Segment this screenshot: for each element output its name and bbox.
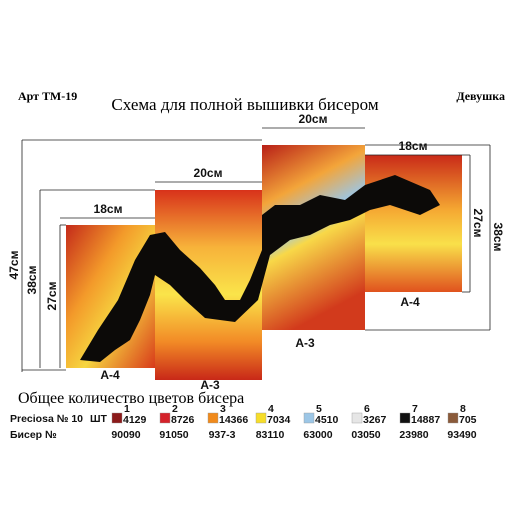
color-index: 2 — [172, 403, 178, 415]
brand: Preciosa № 10 — [10, 413, 83, 425]
color-count: 705 — [459, 414, 477, 426]
color-code: 63000 — [303, 429, 332, 441]
swatch — [255, 412, 267, 424]
color-code: 91050 — [159, 429, 188, 441]
dimension: 27см — [471, 209, 485, 238]
color-code: 23980 — [399, 429, 428, 441]
color-count: 4129 — [123, 414, 147, 426]
panel — [365, 155, 462, 292]
panel-label: A-4 — [100, 368, 120, 382]
panel-label: A-4 — [400, 295, 420, 309]
swatch — [303, 412, 315, 424]
silhouette — [80, 175, 440, 362]
color-count: 7034 — [267, 414, 291, 426]
dimension: 18см — [399, 139, 428, 153]
color-code: 03050 — [351, 429, 380, 441]
color-code: 83110 — [256, 429, 285, 441]
swatch — [351, 412, 363, 424]
dimension-lines — [21, 127, 491, 372]
color-code: 937-3 — [209, 429, 236, 441]
dimension: 18см — [94, 202, 123, 216]
color-count: 14887 — [411, 414, 440, 426]
color-code: 93490 — [447, 429, 476, 441]
swatch — [447, 412, 459, 424]
color-index: 7 — [412, 403, 418, 415]
color-code: 90090 — [111, 429, 140, 441]
color-index: 5 — [316, 403, 322, 415]
color-index: 4 — [268, 403, 274, 415]
dimension: 38см — [491, 223, 505, 252]
article: Арт ТМ-19 — [18, 89, 77, 103]
title: Схема для полной вышивки бисером — [111, 95, 378, 114]
dimension: 27см — [45, 281, 59, 310]
swatch — [207, 412, 219, 424]
count-label: ШТ — [90, 413, 108, 425]
legend-title: Общее количество цветов бисера — [18, 390, 244, 407]
dimension: 47см — [7, 250, 21, 279]
panel-label: A-3 — [200, 378, 220, 392]
color-index: 3 — [220, 403, 226, 415]
dimension: 38см — [25, 265, 39, 294]
swatch — [399, 412, 411, 424]
color-index: 1 — [124, 403, 130, 415]
code-label: Бисер № — [10, 429, 57, 441]
color-count: 4510 — [315, 414, 339, 426]
swatch — [159, 412, 171, 424]
color-count: 3267 — [363, 414, 387, 426]
color-count: 8726 — [171, 414, 195, 426]
dimension: 20см — [299, 112, 328, 126]
panel-label: A-3 — [295, 336, 315, 350]
color-count: 14366 — [219, 414, 248, 426]
color-index: 6 — [364, 403, 370, 415]
color-index: 8 — [460, 403, 466, 415]
name: Девушка — [456, 89, 505, 103]
swatch — [111, 412, 123, 424]
dimension: 20см — [194, 166, 223, 180]
